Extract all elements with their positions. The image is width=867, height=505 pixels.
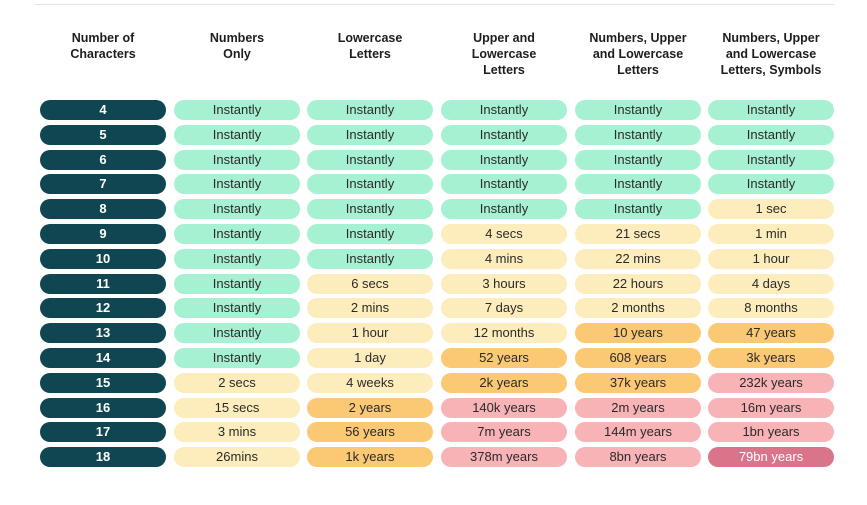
- crack-time-cell: 52 years: [441, 348, 567, 368]
- column-header: Number of Characters: [70, 31, 136, 61]
- crack-time-cell: 3 hours: [441, 274, 567, 294]
- crack-time-cell: Instantly: [174, 199, 300, 219]
- crack-time-cell: 232k years: [708, 373, 834, 393]
- crack-time-cell: 1bn years: [708, 422, 834, 442]
- crack-time-cell: Instantly: [708, 100, 834, 120]
- crack-time-cell: Instantly: [575, 174, 701, 194]
- crack-time-cell: Instantly: [174, 150, 300, 170]
- crack-time-cell: 1 sec: [708, 199, 834, 219]
- crack-time-cell: 2m years: [575, 398, 701, 418]
- crack-time-cell: 144m years: [575, 422, 701, 442]
- column-header: Numbers Only: [209, 31, 265, 61]
- crack-time-cell: 2 years: [307, 398, 433, 418]
- crack-time-cell: 56 years: [307, 422, 433, 442]
- crack-time-cell: 1 hour: [307, 323, 433, 343]
- row-label: 5: [40, 125, 166, 145]
- row-label: 14: [40, 348, 166, 368]
- crack-time-cell: Instantly: [307, 100, 433, 120]
- crack-time-cell: 47 years: [708, 323, 834, 343]
- crack-time-cell: 15 secs: [174, 398, 300, 418]
- crack-time-cell: 8 months: [708, 298, 834, 318]
- crack-time-cell: Instantly: [575, 150, 701, 170]
- crack-time-cell: 2 months: [575, 298, 701, 318]
- crack-time-cell: Instantly: [708, 150, 834, 170]
- crack-time-cell: 21 secs: [575, 224, 701, 244]
- crack-time-cell: Instantly: [441, 199, 567, 219]
- crack-time-cell: 3k years: [708, 348, 834, 368]
- crack-time-cell: 8bn years: [575, 447, 701, 467]
- crack-time-cell: Instantly: [307, 249, 433, 269]
- crack-time-cell: 7m years: [441, 422, 567, 442]
- crack-time-cell: 4 mins: [441, 249, 567, 269]
- crack-time-cell: 1 day: [307, 348, 433, 368]
- crack-time-cell: 22 mins: [575, 249, 701, 269]
- row-label: 16: [40, 398, 166, 418]
- crack-time-cell: Instantly: [174, 274, 300, 294]
- crack-time-cell: 12 months: [441, 323, 567, 343]
- column-header: Lowercase Letters: [337, 31, 403, 61]
- crack-time-cell: Instantly: [307, 199, 433, 219]
- crack-time-cell: 2 mins: [307, 298, 433, 318]
- row-label: 7: [40, 174, 166, 194]
- crack-time-cell: Instantly: [174, 298, 300, 318]
- row-label: 12: [40, 298, 166, 318]
- crack-time-cell: Instantly: [174, 174, 300, 194]
- row-label: 6: [40, 150, 166, 170]
- crack-time-cell: Instantly: [174, 348, 300, 368]
- crack-time-cell: 37k years: [575, 373, 701, 393]
- crack-time-cell: 1 hour: [708, 249, 834, 269]
- column-header: Upper and Lowercase Letters: [471, 31, 537, 77]
- row-label: 13: [40, 323, 166, 343]
- crack-time-cell: 10 years: [575, 323, 701, 343]
- row-label: 4: [40, 100, 166, 120]
- crack-time-cell: Instantly: [174, 125, 300, 145]
- crack-time-cell: 378m years: [441, 447, 567, 467]
- crack-time-cell: Instantly: [307, 174, 433, 194]
- crack-time-cell: Instantly: [174, 100, 300, 120]
- crack-time-cell: Instantly: [575, 125, 701, 145]
- row-label: 9: [40, 224, 166, 244]
- top-divider: [34, 4, 834, 5]
- crack-time-cell: Instantly: [575, 100, 701, 120]
- row-label: 17: [40, 422, 166, 442]
- row-label: 15: [40, 373, 166, 393]
- crack-time-cell: 7 days: [441, 298, 567, 318]
- column-header: Numbers, Upper and Lowercase Letters: [589, 31, 687, 77]
- column-header: Numbers, Upper and Lowercase Letters, Sy…: [720, 31, 822, 77]
- crack-time-cell: 2 secs: [174, 373, 300, 393]
- crack-time-cell: 4 weeks: [307, 373, 433, 393]
- crack-time-cell: Instantly: [575, 199, 701, 219]
- crack-time-cell: Instantly: [441, 125, 567, 145]
- crack-time-cell: Instantly: [174, 323, 300, 343]
- crack-time-cell: 26mins: [174, 447, 300, 467]
- crack-time-cell: 2k years: [441, 373, 567, 393]
- crack-time-cell: 22 hours: [575, 274, 701, 294]
- crack-time-cell: 1 min: [708, 224, 834, 244]
- row-label: 11: [40, 274, 166, 294]
- crack-time-cell: 608 years: [575, 348, 701, 368]
- crack-time-cell: Instantly: [307, 150, 433, 170]
- crack-time-cell: 6 secs: [307, 274, 433, 294]
- crack-time-cell: Instantly: [174, 224, 300, 244]
- crack-time-cell: Instantly: [441, 150, 567, 170]
- crack-time-cell: 1k years: [307, 447, 433, 467]
- row-label: 10: [40, 249, 166, 269]
- crack-time-cell: 4 days: [708, 274, 834, 294]
- crack-time-cell: Instantly: [174, 249, 300, 269]
- crack-time-cell: 16m years: [708, 398, 834, 418]
- crack-time-cell: 3 mins: [174, 422, 300, 442]
- crack-time-cell: Instantly: [307, 125, 433, 145]
- crack-time-cell: 79bn years: [708, 447, 834, 467]
- crack-time-cell: Instantly: [307, 224, 433, 244]
- crack-time-cell: Instantly: [441, 100, 567, 120]
- row-label: 8: [40, 199, 166, 219]
- crack-time-cell: Instantly: [708, 174, 834, 194]
- crack-time-cell: Instantly: [708, 125, 834, 145]
- crack-time-cell: 4 secs: [441, 224, 567, 244]
- row-label: 18: [40, 447, 166, 467]
- crack-time-cell: 140k years: [441, 398, 567, 418]
- crack-time-cell: Instantly: [441, 174, 567, 194]
